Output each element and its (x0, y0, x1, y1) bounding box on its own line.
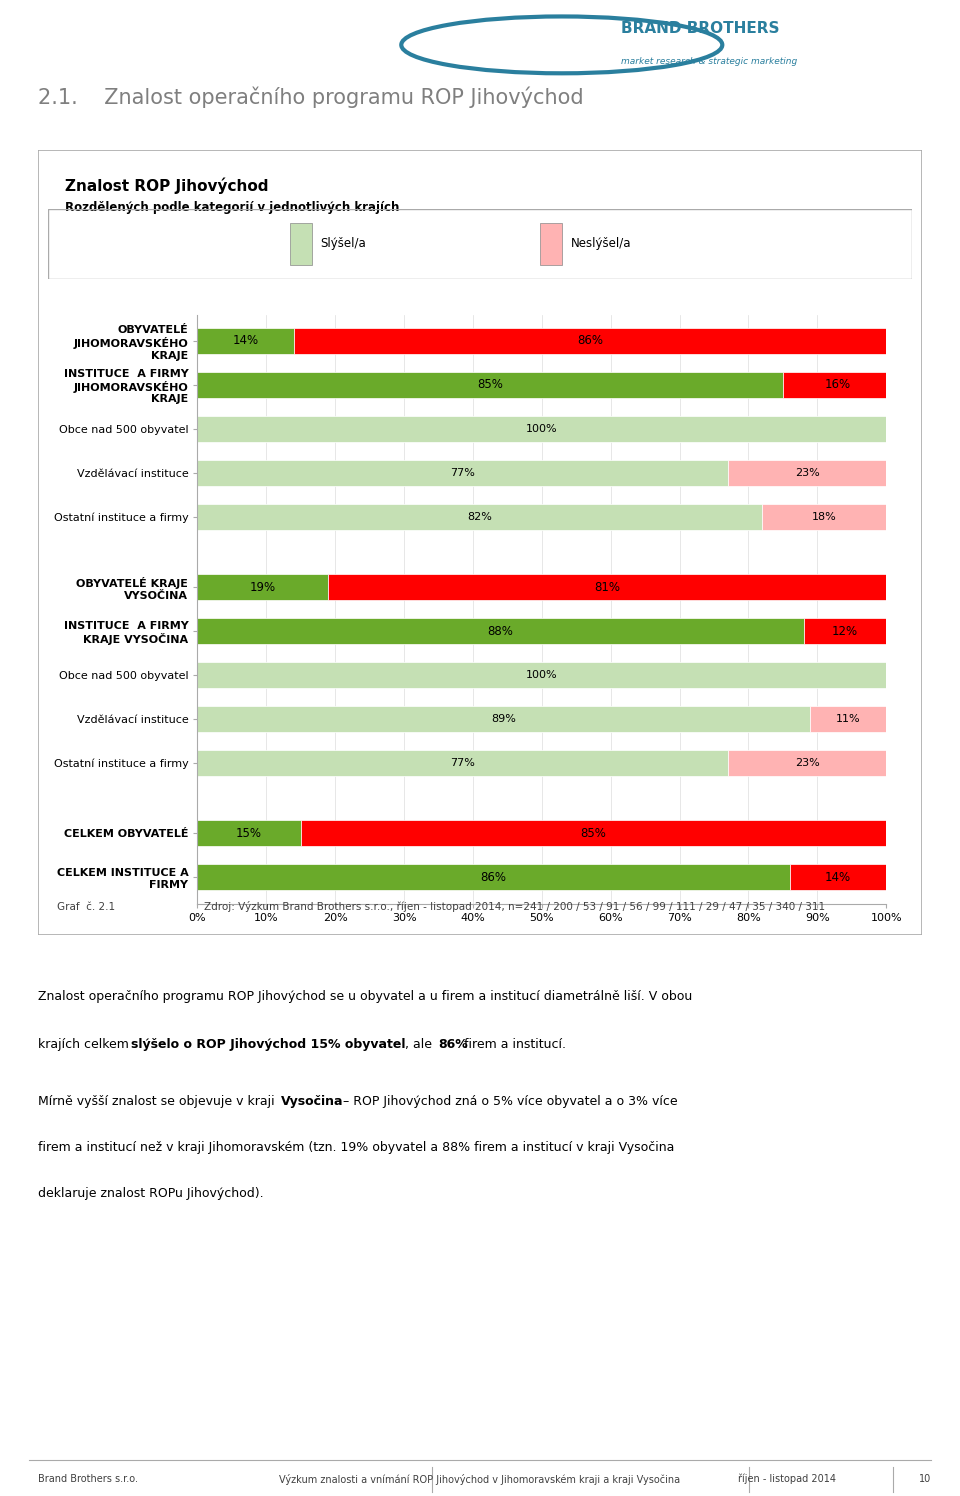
Bar (198, 618, 804, 645)
Bar (198, 328, 294, 355)
Text: 18%: 18% (812, 512, 837, 522)
Text: 11%: 11% (836, 714, 861, 724)
Bar (328, 574, 886, 600)
Text: 86%: 86% (439, 1038, 468, 1052)
Bar (728, 459, 886, 486)
Text: 23%: 23% (795, 758, 820, 767)
Bar (290, 223, 312, 265)
Text: Rozdělených podle kategorií v jednotlivých krajích: Rozdělených podle kategorií v jednotlivý… (65, 200, 399, 214)
Text: 2.1.    Znalost operačního programu ROP Jihovýchod: 2.1. Znalost operačního programu ROP Jih… (38, 87, 584, 108)
Bar (762, 504, 886, 530)
Bar (728, 749, 886, 776)
Text: 19%: 19% (250, 580, 276, 594)
Text: 14%: 14% (232, 335, 258, 347)
Text: Znalost ROP Jihovýchod: Znalost ROP Jihovýchod (65, 177, 269, 193)
Bar (198, 820, 300, 847)
Bar (810, 706, 886, 732)
Text: Znalost operačního programu ROP Jihovýchod se u obyvatel a u firem a institucí d: Znalost operačního programu ROP Jihových… (38, 990, 693, 1002)
Text: 77%: 77% (450, 468, 475, 477)
Text: 88%: 88% (488, 624, 514, 637)
Text: Neslýšel/a: Neslýšel/a (570, 238, 632, 250)
Bar (294, 328, 886, 355)
Text: Výzkum znalosti a vnímání ROP Jihovýchod v Jihomoravském kraji a kraji Vysočina: Výzkum znalosti a vnímání ROP Jihovýchod… (279, 1474, 681, 1484)
Text: Vysočina: Vysočina (281, 1095, 344, 1107)
Bar (198, 706, 810, 732)
Bar (540, 223, 563, 265)
Text: Graf  č. 2.1: Graf č. 2.1 (57, 902, 115, 911)
Bar (198, 504, 762, 530)
Bar (198, 371, 783, 398)
Text: slýšelo o ROP Jihovýchod 15% obyvatel: slýšelo o ROP Jihovýchod 15% obyvatel (132, 1038, 406, 1052)
Bar (790, 865, 886, 890)
Text: market research & strategic marketing: market research & strategic marketing (621, 57, 797, 66)
Bar (783, 371, 893, 398)
Text: BRAND BROTHERS: BRAND BROTHERS (621, 21, 780, 36)
Text: 86%: 86% (577, 335, 603, 347)
Text: 82%: 82% (468, 512, 492, 522)
Text: 85%: 85% (477, 378, 503, 392)
Bar (198, 661, 886, 688)
Text: 100%: 100% (526, 423, 558, 434)
Bar (300, 820, 886, 847)
Text: 15%: 15% (236, 827, 262, 839)
Text: 16%: 16% (825, 378, 852, 392)
Text: firem a institucí.: firem a institucí. (460, 1038, 565, 1052)
Text: 10: 10 (919, 1474, 931, 1484)
Text: Brand Brothers s.r.o.: Brand Brothers s.r.o. (38, 1474, 138, 1484)
Text: , ale: , ale (405, 1038, 436, 1052)
Bar (198, 865, 790, 890)
Text: – ROP Jihovýchod zná o 5% více obyvatel a o 3% více: – ROP Jihovýchod zná o 5% více obyvatel … (339, 1095, 678, 1107)
Text: firem a institucí než v kraji Jihomoravském (tzn. 19% obyvatel a 88% firem a ins: firem a institucí než v kraji Jihomoravs… (38, 1141, 675, 1153)
Text: 77%: 77% (450, 758, 475, 767)
Text: deklaruje znalost ROPu Jihovýchod).: deklaruje znalost ROPu Jihovýchod). (38, 1186, 264, 1200)
Bar (198, 574, 328, 600)
Text: 85%: 85% (581, 827, 607, 839)
Text: 81%: 81% (594, 580, 620, 594)
Text: 12%: 12% (832, 624, 858, 637)
Text: 86%: 86% (481, 871, 507, 884)
Text: 100%: 100% (526, 670, 558, 681)
Text: Slýšel/a: Slýšel/a (321, 238, 366, 250)
Bar (804, 618, 886, 645)
Bar (198, 459, 728, 486)
Text: Zdroj: Výzkum Brand Brothers s.r.o., říjen - listopad 2014, n=241 / 200 / 53 / 9: Zdroj: Výzkum Brand Brothers s.r.o., říj… (204, 901, 825, 913)
Text: 14%: 14% (825, 871, 852, 884)
Text: říjen - listopad 2014: říjen - listopad 2014 (738, 1474, 836, 1484)
Text: 89%: 89% (492, 714, 516, 724)
Text: Mírně vyšší znalost se objevuje v kraji: Mírně vyšší znalost se objevuje v kraji (38, 1095, 279, 1107)
Text: krajích celkem: krajích celkem (38, 1038, 133, 1052)
Bar (198, 416, 886, 441)
Bar (198, 749, 728, 776)
Text: 23%: 23% (795, 468, 820, 477)
